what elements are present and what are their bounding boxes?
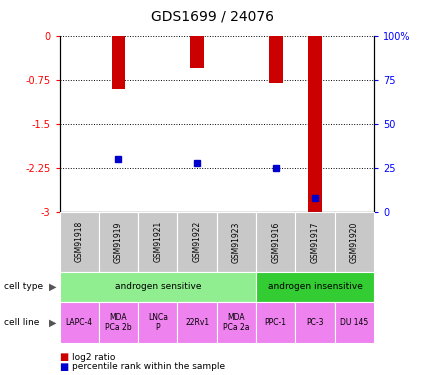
- Text: cell line: cell line: [4, 318, 40, 327]
- Text: ▶: ▶: [49, 282, 57, 292]
- Text: MDA
PCa 2b: MDA PCa 2b: [105, 313, 132, 332]
- Text: ▶: ▶: [49, 318, 57, 327]
- Text: GSM91920: GSM91920: [350, 221, 359, 262]
- Text: PC-3: PC-3: [306, 318, 324, 327]
- Text: GSM91919: GSM91919: [114, 221, 123, 262]
- Text: MDA
PCa 2a: MDA PCa 2a: [223, 313, 249, 332]
- Text: ■: ■: [60, 362, 69, 372]
- Text: percentile rank within the sample: percentile rank within the sample: [72, 362, 225, 371]
- Text: DU 145: DU 145: [340, 318, 368, 327]
- Bar: [112, 36, 125, 88]
- Text: PPC-1: PPC-1: [265, 318, 287, 327]
- Text: log2 ratio: log2 ratio: [72, 352, 116, 362]
- Text: ■: ■: [60, 352, 69, 362]
- Text: GSM91921: GSM91921: [153, 221, 162, 262]
- Text: GDS1699 / 24076: GDS1699 / 24076: [151, 9, 274, 23]
- Bar: [269, 36, 283, 82]
- Text: 22Rv1: 22Rv1: [185, 318, 209, 327]
- Text: GSM91923: GSM91923: [232, 221, 241, 262]
- Text: LAPC-4: LAPC-4: [65, 318, 93, 327]
- Text: cell type: cell type: [4, 282, 43, 291]
- Text: GSM91916: GSM91916: [271, 221, 280, 262]
- Bar: [308, 36, 322, 212]
- Text: androgen sensitive: androgen sensitive: [114, 282, 201, 291]
- Bar: [190, 36, 204, 68]
- Text: androgen insensitive: androgen insensitive: [268, 282, 363, 291]
- Text: GSM91918: GSM91918: [75, 221, 84, 262]
- Text: GSM91922: GSM91922: [193, 221, 201, 262]
- Text: GSM91917: GSM91917: [311, 221, 320, 262]
- Text: LNCa
P: LNCa P: [148, 313, 168, 332]
